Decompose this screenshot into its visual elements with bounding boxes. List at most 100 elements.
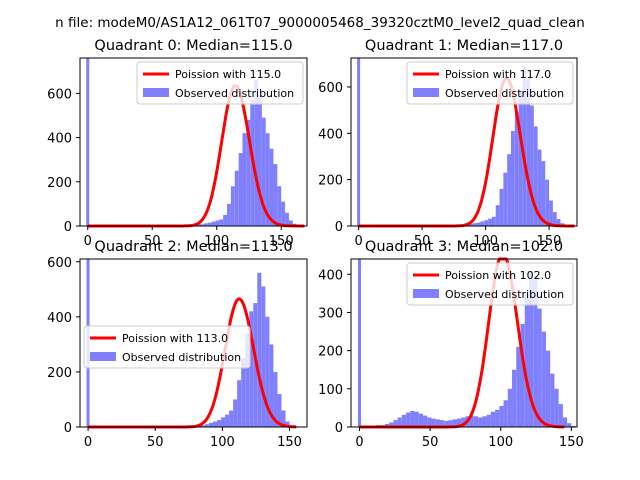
histogram-bar: [233, 399, 238, 427]
histogram-bar: [510, 130, 515, 226]
y-tick-label: 100: [318, 383, 343, 398]
y-tick-label: 200: [318, 345, 343, 360]
histogram-bar: [478, 417, 483, 427]
quadrant-panel-3: 0 50 100 150 0 100 200 300 400 Quadrant 3: Median…: [318, 239, 584, 450]
tick-labels: 0 50 100 150 0 200 400 600: [47, 87, 293, 249]
histogram-bar: [452, 419, 457, 427]
histogram-bar: [257, 95, 262, 226]
histogram-bar: [219, 219, 224, 226]
x-tick-label: 150: [269, 234, 294, 249]
x-tick-label: 50: [422, 435, 439, 450]
histogram-bar: [230, 186, 235, 226]
histogram-bar: [225, 414, 230, 427]
histogram-bar: [393, 420, 398, 427]
axes-frame: [350, 258, 578, 428]
panels: 0 50 100 150 0 200 400 600 Quadrant 0: Median=11…: [47, 38, 584, 450]
legend-fit-label: Poission with 117.0: [445, 68, 551, 81]
histogram-bar: [217, 420, 222, 427]
histogram-bar: [552, 212, 557, 226]
x-tick-label: 50: [414, 234, 431, 249]
histogram-bar: [472, 223, 477, 226]
quadrant-panel-1: 0 50 100 150 0 200 400 600 Quadrant 1: Median=11…: [318, 38, 578, 249]
histogram-bar: [533, 276, 538, 427]
axes-frame: [79, 57, 308, 227]
y-tick-label: 400: [47, 132, 72, 147]
histogram-bar: [401, 414, 407, 427]
histogram-bar-zero: [357, 58, 361, 226]
histogram-bar: [261, 117, 266, 226]
histogram-bar: [241, 358, 246, 427]
histogram-bar: [203, 223, 208, 226]
histogram-bar: [208, 422, 213, 427]
histogram-bar: [211, 221, 216, 226]
histogram-bar: [257, 272, 262, 427]
histogram-bar: [518, 91, 523, 226]
histogram-bar: [423, 415, 428, 427]
histogram-bar: [427, 417, 432, 427]
legend-hist-swatch: [90, 352, 116, 361]
tick-labels: 0 50 100 150 0 200 400 600: [47, 256, 302, 450]
y-tick-label: 0: [64, 421, 72, 436]
panel-title: Quadrant 1: Median=117.0: [365, 38, 563, 54]
y-tick-label: 400: [318, 268, 343, 283]
x-tick-label: 150: [537, 234, 562, 249]
histogram-bar: [277, 186, 282, 226]
histogram-bar: [444, 420, 449, 427]
histogram-bar-zero: [86, 58, 90, 226]
histogram-bar: [495, 409, 500, 427]
tick-labels: 0 50 100 150 0 200 400 600: [318, 81, 561, 249]
histogram-bar: [281, 410, 286, 427]
x-tick-label: 100: [204, 234, 229, 249]
histogram-bar: [473, 416, 479, 427]
histogram-bars: [357, 58, 569, 226]
histogram-bar: [215, 220, 220, 226]
y-tick-label: 300: [318, 306, 343, 321]
histogram-bar: [469, 223, 473, 226]
histogram-bar: [200, 425, 205, 427]
histogram-bar: [410, 410, 415, 427]
panel-title: Quadrant 0: Median=115.0: [94, 38, 292, 54]
x-tick-label: 0: [84, 435, 92, 450]
y-tick-label: 0: [64, 220, 72, 235]
histogram-bar: [514, 112, 519, 226]
legend-box: [406, 262, 574, 306]
histogram-bar: [431, 418, 436, 427]
x-tick-label: 100: [473, 234, 498, 249]
legend-fit-label: Poission with 115.0: [175, 68, 281, 81]
histogram-bar: [556, 219, 561, 226]
histogram-bar: [245, 333, 250, 427]
histogram-bar: [484, 220, 489, 226]
legend-box: [406, 61, 574, 105]
histogram-bar: [199, 224, 204, 226]
y-tick-label: 600: [318, 81, 343, 96]
y-tick-label: 400: [47, 311, 72, 326]
figure-suptitle: n file: modeM0/AS1A12_061T07_9000005468_…: [55, 15, 585, 31]
histogram-bar: [439, 420, 445, 427]
histogram-bar: [389, 422, 394, 427]
histogram-bar-zero: [357, 259, 361, 427]
histogram-bar: [229, 410, 234, 427]
histogram-bar: [469, 415, 474, 427]
legend-hist-swatch: [413, 88, 439, 97]
histogram-bar: [562, 417, 568, 427]
histogram-bar: [269, 148, 274, 226]
histogram-bar: [558, 404, 563, 427]
histogram-bar: [418, 413, 424, 427]
histogram-bar: [397, 417, 402, 427]
quadrant-panel-0: 0 50 100 150 0 200 400 600 Quadrant 0: Median=11…: [47, 38, 308, 249]
histogram-bar: [246, 119, 251, 226]
legend-hist-label: Observed distribution: [175, 87, 294, 100]
axes-frame: [350, 57, 578, 227]
histogram-bar: [480, 221, 485, 226]
histogram-bar: [520, 323, 525, 427]
histogram-bar: [537, 149, 542, 226]
legend: Poission with 115.0 Observed distribution: [136, 61, 304, 105]
histogram-bar: [507, 154, 511, 226]
histogram-bar: [448, 420, 453, 427]
histogram-bar: [491, 216, 496, 226]
histogram-bar: [490, 411, 496, 427]
histogram-bar: [503, 172, 508, 226]
y-tick-label: 200: [47, 176, 72, 191]
y-tick-label: 200: [318, 174, 343, 189]
